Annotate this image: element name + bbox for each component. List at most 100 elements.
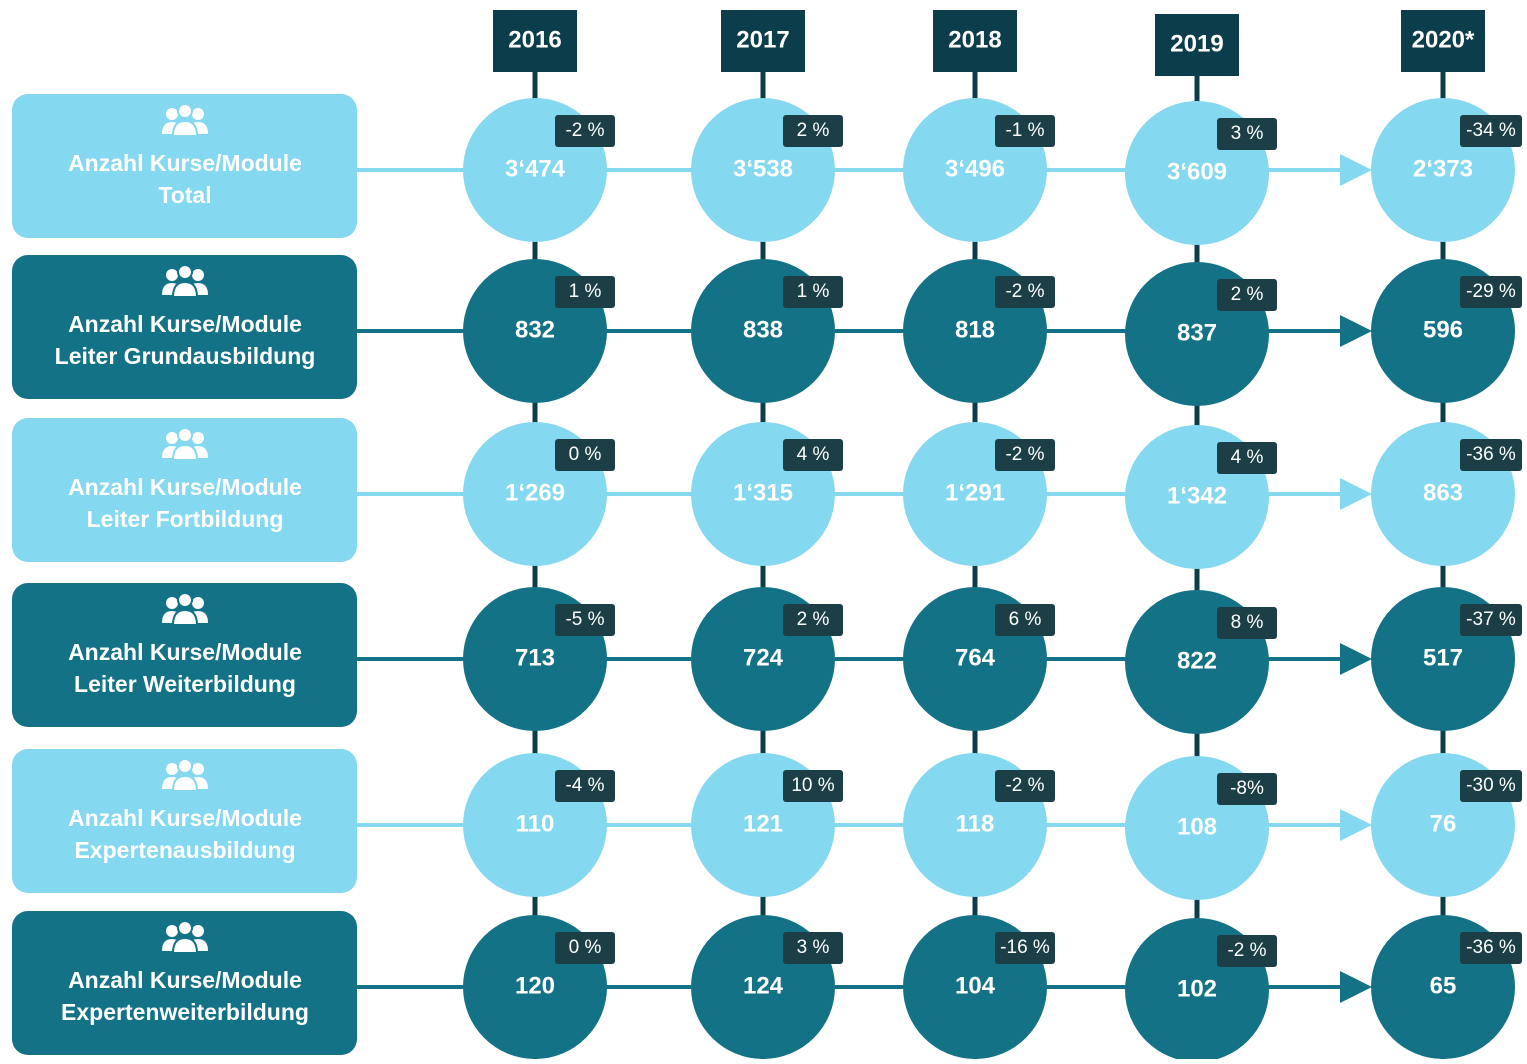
change-label: 10 % xyxy=(791,775,834,796)
change-label: -1 % xyxy=(1005,120,1044,141)
change-badge xyxy=(783,276,843,308)
change-badge xyxy=(555,932,615,964)
value-label: 818 xyxy=(955,316,995,343)
change-badge xyxy=(555,115,615,147)
change-label: -2 % xyxy=(1005,281,1044,302)
row-label-line: Anzahl Kurse/Module xyxy=(68,639,302,665)
value-label: 838 xyxy=(743,316,783,343)
change-badge xyxy=(1217,442,1277,474)
row-label-line: Total xyxy=(158,182,211,208)
value-label: 124 xyxy=(743,972,784,999)
change-badge xyxy=(1217,279,1277,311)
change-badge xyxy=(995,276,1055,308)
row-label-line: Leiter Weiterbildung xyxy=(74,671,296,697)
year-label: 2017 xyxy=(736,26,789,53)
change-label: -4 % xyxy=(565,775,604,796)
change-badge xyxy=(995,115,1055,147)
value-label: 764 xyxy=(955,644,996,671)
icon-head xyxy=(166,269,178,281)
row-label-line: Expertenausbildung xyxy=(74,837,295,863)
change-label: 4 % xyxy=(1231,447,1264,468)
change-badge xyxy=(995,604,1055,636)
icon-head xyxy=(192,597,204,609)
value-label: 1‘291 xyxy=(945,479,1005,506)
people-icon xyxy=(162,920,208,954)
change-label: -36 % xyxy=(1466,937,1516,958)
change-label: -2 % xyxy=(565,120,604,141)
change-label: -16 % xyxy=(1000,937,1050,958)
value-label: 3‘496 xyxy=(945,155,1005,182)
value-label: 517 xyxy=(1423,644,1463,671)
change-badge xyxy=(1460,604,1522,636)
change-badge xyxy=(1460,439,1522,471)
value-label: 118 xyxy=(956,810,995,837)
change-badge xyxy=(555,439,615,471)
year-label: 2020* xyxy=(1412,26,1475,53)
icon-head xyxy=(166,108,178,120)
value-label: 837 xyxy=(1177,319,1217,346)
row-label-line: Leiter Fortbildung xyxy=(87,506,284,532)
icon-head xyxy=(177,427,193,443)
change-badge xyxy=(555,604,615,636)
change-badge xyxy=(995,770,1055,802)
change-label: 3 % xyxy=(1231,123,1264,144)
value-label: 3‘538 xyxy=(733,155,793,182)
row-label-box xyxy=(12,749,357,893)
icon-head xyxy=(166,432,178,444)
icon-body xyxy=(171,774,199,792)
change-badge xyxy=(783,770,843,802)
change-badge xyxy=(1217,118,1277,150)
change-badge xyxy=(995,932,1055,964)
change-label: 8 % xyxy=(1231,612,1264,633)
change-label: -29 % xyxy=(1466,281,1516,302)
year-label: 2018 xyxy=(948,26,1001,53)
value-label: 110 xyxy=(516,810,555,837)
people-icon xyxy=(162,103,208,137)
value-label: 832 xyxy=(515,316,555,343)
change-badge xyxy=(1460,276,1522,308)
row-label-box xyxy=(12,94,357,238)
change-label: 1 % xyxy=(569,281,602,302)
change-label: -8% xyxy=(1230,778,1264,799)
change-label: -36 % xyxy=(1466,444,1516,465)
icon-body xyxy=(171,936,199,954)
value-label: 102 xyxy=(1177,975,1217,1002)
year-label: 2019 xyxy=(1170,30,1223,57)
change-label: 3 % xyxy=(797,937,830,958)
icon-body xyxy=(171,443,199,461)
row-label-line: Leiter Grundausbildung xyxy=(55,343,316,369)
change-badge xyxy=(783,604,843,636)
change-badge xyxy=(1460,770,1522,802)
value-label: 121 xyxy=(743,810,783,837)
icon-head xyxy=(192,763,204,775)
value-label: 1‘342 xyxy=(1167,482,1227,509)
year-box xyxy=(721,10,805,72)
change-label: -2 % xyxy=(1227,940,1266,961)
value-label: 108 xyxy=(1177,813,1217,840)
change-badge xyxy=(1217,935,1277,967)
value-label: 822 xyxy=(1177,647,1217,674)
row-label-box xyxy=(12,418,357,562)
change-label: 2 % xyxy=(797,609,830,630)
value-label: 1‘315 xyxy=(733,479,793,506)
change-label: 1 % xyxy=(797,281,830,302)
change-label: -37 % xyxy=(1466,609,1516,630)
value-label: 713 xyxy=(515,644,555,671)
value-label: 2‘373 xyxy=(1413,155,1473,182)
row-label-line: Anzahl Kurse/Module xyxy=(68,150,302,176)
change-label: 4 % xyxy=(797,444,830,465)
change-badge xyxy=(555,276,615,308)
icon-body xyxy=(171,280,199,298)
people-icon xyxy=(162,592,208,626)
change-badge xyxy=(995,439,1055,471)
icon-head xyxy=(177,264,193,280)
year-label: 2016 xyxy=(508,26,561,53)
icon-body xyxy=(171,119,199,137)
row-label-line: Expertenweiterbildung xyxy=(61,999,309,1025)
change-badge xyxy=(1460,932,1522,964)
change-label: -34 % xyxy=(1466,120,1516,141)
value-label: 104 xyxy=(955,972,996,999)
row-label-box xyxy=(12,911,357,1055)
